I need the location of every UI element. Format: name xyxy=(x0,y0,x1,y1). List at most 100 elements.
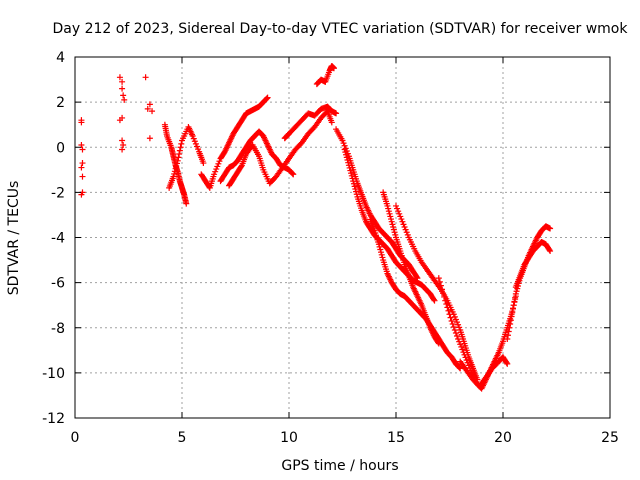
data-point xyxy=(392,231,399,238)
data-point xyxy=(402,226,409,233)
data-point xyxy=(390,226,397,233)
data-point xyxy=(146,101,153,108)
data-point xyxy=(508,313,515,320)
data-point xyxy=(397,213,404,220)
data-point xyxy=(289,170,296,177)
data-point xyxy=(445,307,452,314)
data-point xyxy=(346,164,353,171)
data-point xyxy=(377,246,384,253)
data-point xyxy=(330,65,337,72)
data-point xyxy=(391,229,398,236)
data-point xyxy=(435,340,442,347)
data-point xyxy=(190,135,197,142)
data-point xyxy=(348,172,355,179)
data-point xyxy=(388,218,395,225)
data-point xyxy=(547,248,554,255)
data-point xyxy=(378,249,385,256)
data-point xyxy=(183,200,190,207)
data-point xyxy=(120,141,127,148)
y-tick-label: 0 xyxy=(56,140,65,156)
data-point xyxy=(513,288,520,295)
y-tick-label: -10 xyxy=(42,366,65,382)
data-point xyxy=(290,171,297,178)
data-point xyxy=(191,138,198,145)
data-point xyxy=(353,188,360,195)
data-point xyxy=(466,364,473,371)
data-point xyxy=(413,273,420,280)
data-point xyxy=(347,167,354,174)
data-point xyxy=(465,362,472,369)
data-point xyxy=(457,365,464,372)
data-point xyxy=(504,332,511,339)
data-point xyxy=(146,135,153,142)
data-point xyxy=(511,298,518,305)
data-point xyxy=(456,338,463,345)
data-point xyxy=(119,78,126,85)
data-point xyxy=(507,320,514,327)
data-point xyxy=(388,216,395,223)
data-point xyxy=(451,313,458,320)
data-point xyxy=(385,208,392,215)
data-point xyxy=(431,297,438,304)
data-point xyxy=(390,223,397,230)
data-point xyxy=(448,317,455,324)
data-point xyxy=(78,119,85,126)
data-point xyxy=(78,164,85,171)
data-point xyxy=(386,210,393,217)
data-point xyxy=(119,137,126,144)
data-point xyxy=(343,154,350,161)
data-point xyxy=(348,170,355,177)
data-point xyxy=(453,319,460,326)
x-tick-label: 10 xyxy=(280,430,298,446)
data-point xyxy=(116,117,123,124)
data-point xyxy=(79,160,86,167)
data-point xyxy=(343,151,350,158)
data-point xyxy=(452,316,459,323)
data-point xyxy=(510,302,517,309)
data-point xyxy=(460,349,467,356)
data-point xyxy=(212,168,219,175)
data-point xyxy=(398,216,405,223)
data-point xyxy=(215,160,222,167)
data-point xyxy=(504,360,511,367)
data-point xyxy=(175,154,182,161)
data-point xyxy=(350,178,357,185)
data-point xyxy=(403,229,410,236)
data-point xyxy=(170,173,177,180)
data-point xyxy=(505,328,512,335)
data-point xyxy=(399,218,406,225)
data-point xyxy=(456,324,463,331)
data-point xyxy=(430,296,437,303)
x-tick-label: 5 xyxy=(178,430,187,446)
data-point xyxy=(351,183,358,190)
data-point xyxy=(449,320,456,327)
data-point xyxy=(444,304,451,311)
x-tick-label: 15 xyxy=(387,430,405,446)
data-point xyxy=(193,143,200,150)
data-point xyxy=(461,351,468,358)
data-point xyxy=(379,254,386,261)
data-point xyxy=(547,225,554,232)
data-point xyxy=(174,160,181,167)
x-tick-label: 20 xyxy=(494,430,512,446)
data-point xyxy=(512,290,519,297)
data-point xyxy=(341,146,348,153)
data-point xyxy=(78,191,85,198)
x-tick-label: 0 xyxy=(71,430,80,446)
data-point xyxy=(435,339,442,346)
y-tick-label: -2 xyxy=(51,185,65,201)
data-point xyxy=(352,185,359,192)
data-point xyxy=(142,74,149,81)
data-point xyxy=(506,324,513,331)
data-point xyxy=(264,94,271,101)
data-point xyxy=(216,158,223,165)
data-point xyxy=(213,166,220,173)
data-point xyxy=(446,311,453,318)
y-axis-title: SDTVAR / TECUs xyxy=(6,181,22,296)
data-point xyxy=(200,160,207,167)
data-point xyxy=(171,170,178,177)
data-point xyxy=(350,180,357,187)
data-point xyxy=(453,333,460,340)
data-point xyxy=(452,330,459,337)
y-tick-label: -8 xyxy=(51,321,65,337)
